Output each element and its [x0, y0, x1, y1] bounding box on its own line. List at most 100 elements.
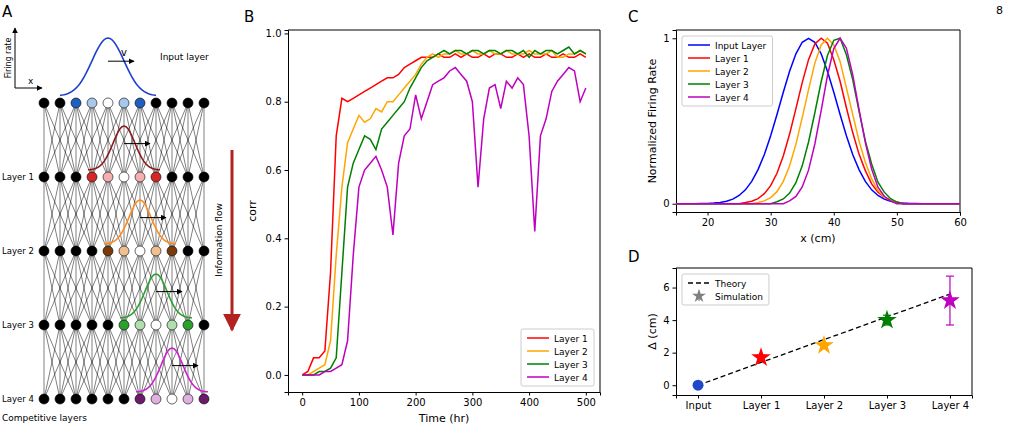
- neuron: [151, 320, 161, 330]
- connection: [76, 325, 108, 399]
- tick-label: 0.0: [266, 370, 282, 381]
- tick-mark: [529, 392, 530, 396]
- tick-label: Input: [686, 400, 712, 411]
- neuron: [135, 98, 145, 108]
- figure: 8AFiring ratexvInput layerLayer 1Layer 2…: [0, 0, 1013, 431]
- legend: Theory Simulation: [682, 274, 769, 305]
- connection: [92, 325, 124, 399]
- connection: [204, 251, 205, 325]
- label: Input layer: [160, 52, 209, 62]
- tick-mark: [673, 320, 677, 321]
- connection: [92, 177, 108, 251]
- legend-label: Simulation: [715, 292, 763, 302]
- neuron: [119, 394, 129, 404]
- connection: [140, 177, 156, 251]
- connection: [108, 325, 140, 399]
- connection: [92, 325, 108, 399]
- panel-letter: C: [628, 8, 638, 26]
- connection: [92, 103, 124, 177]
- connection: [124, 177, 156, 251]
- tick-label: 0.4: [266, 233, 282, 244]
- connection: [156, 251, 172, 325]
- connection: [172, 103, 188, 177]
- connection: [188, 103, 204, 177]
- tick-label: 60: [954, 217, 967, 228]
- legend-label: Theory: [714, 279, 747, 289]
- label: Competitive layers: [2, 413, 87, 423]
- point: [877, 310, 897, 329]
- legend-swatch: [688, 96, 710, 98]
- connection: [44, 177, 60, 251]
- connection: [60, 325, 92, 399]
- connection: [156, 251, 172, 325]
- neuron: [71, 98, 81, 108]
- panel-letter: B: [244, 8, 254, 26]
- connection: [60, 251, 76, 325]
- neuron: [199, 246, 209, 256]
- connection: [60, 251, 92, 325]
- legend-label: Layer 2: [715, 67, 749, 77]
- tick: 0.4: [266, 233, 288, 244]
- tick: 500: [577, 392, 596, 408]
- neuron: [167, 246, 177, 256]
- neuron: [199, 394, 209, 404]
- connection: [76, 325, 92, 399]
- activity-bump: [60, 38, 156, 95]
- connection: [140, 177, 172, 251]
- series-line: [676, 38, 960, 203]
- legend-swatch: [688, 282, 710, 284]
- connection: [108, 103, 140, 177]
- connection: [140, 177, 156, 251]
- connection: [172, 177, 204, 251]
- tick: Layer 4: [932, 395, 969, 411]
- series-line: [698, 294, 950, 385]
- tick: 1: [663, 33, 676, 44]
- tick: 200: [407, 392, 426, 408]
- tick: 0: [663, 198, 676, 209]
- neuron: [55, 172, 65, 182]
- connection: [60, 177, 92, 251]
- tick: 60: [954, 212, 967, 228]
- tick: 50: [891, 212, 904, 228]
- tick-label: 0: [663, 380, 669, 391]
- connection: [124, 251, 156, 325]
- connection: [172, 177, 188, 251]
- tick-mark: [359, 392, 360, 396]
- tick-mark: [708, 212, 709, 216]
- connection: [92, 251, 124, 325]
- connection: [44, 251, 60, 325]
- connection: [124, 103, 156, 177]
- neuron: [167, 320, 177, 330]
- axis-title: Time (hr): [418, 412, 470, 425]
- connection: [44, 177, 76, 251]
- connection: [108, 177, 140, 251]
- series-line: [302, 54, 586, 375]
- connection: [108, 325, 124, 399]
- connection: [172, 251, 204, 325]
- connection: [76, 103, 108, 177]
- tick-mark: [771, 212, 772, 216]
- activity-bump: [104, 200, 176, 244]
- connection: [172, 103, 188, 177]
- neuron: [167, 394, 177, 404]
- legend-label: Layer 1: [554, 334, 588, 344]
- tick: 0: [663, 380, 676, 391]
- connection: [140, 251, 172, 325]
- tick: 40: [828, 212, 841, 228]
- tick-mark: [285, 375, 289, 376]
- legend-swatch: [688, 70, 710, 72]
- legend-swatch: [688, 44, 710, 46]
- connection: [188, 251, 204, 325]
- connection: [60, 103, 76, 177]
- axis: 0246: [663, 269, 676, 396]
- legend-swatch: [692, 289, 706, 302]
- connection: [140, 251, 156, 325]
- tick: 6: [663, 282, 676, 293]
- neuron: [71, 172, 81, 182]
- axis: 01: [663, 31, 676, 213]
- label: Layer 4: [2, 394, 34, 404]
- neurons: [39, 98, 209, 404]
- tick-label: 1.0: [266, 28, 282, 39]
- tick-label: Layer 4: [932, 400, 969, 411]
- connection: [92, 251, 108, 325]
